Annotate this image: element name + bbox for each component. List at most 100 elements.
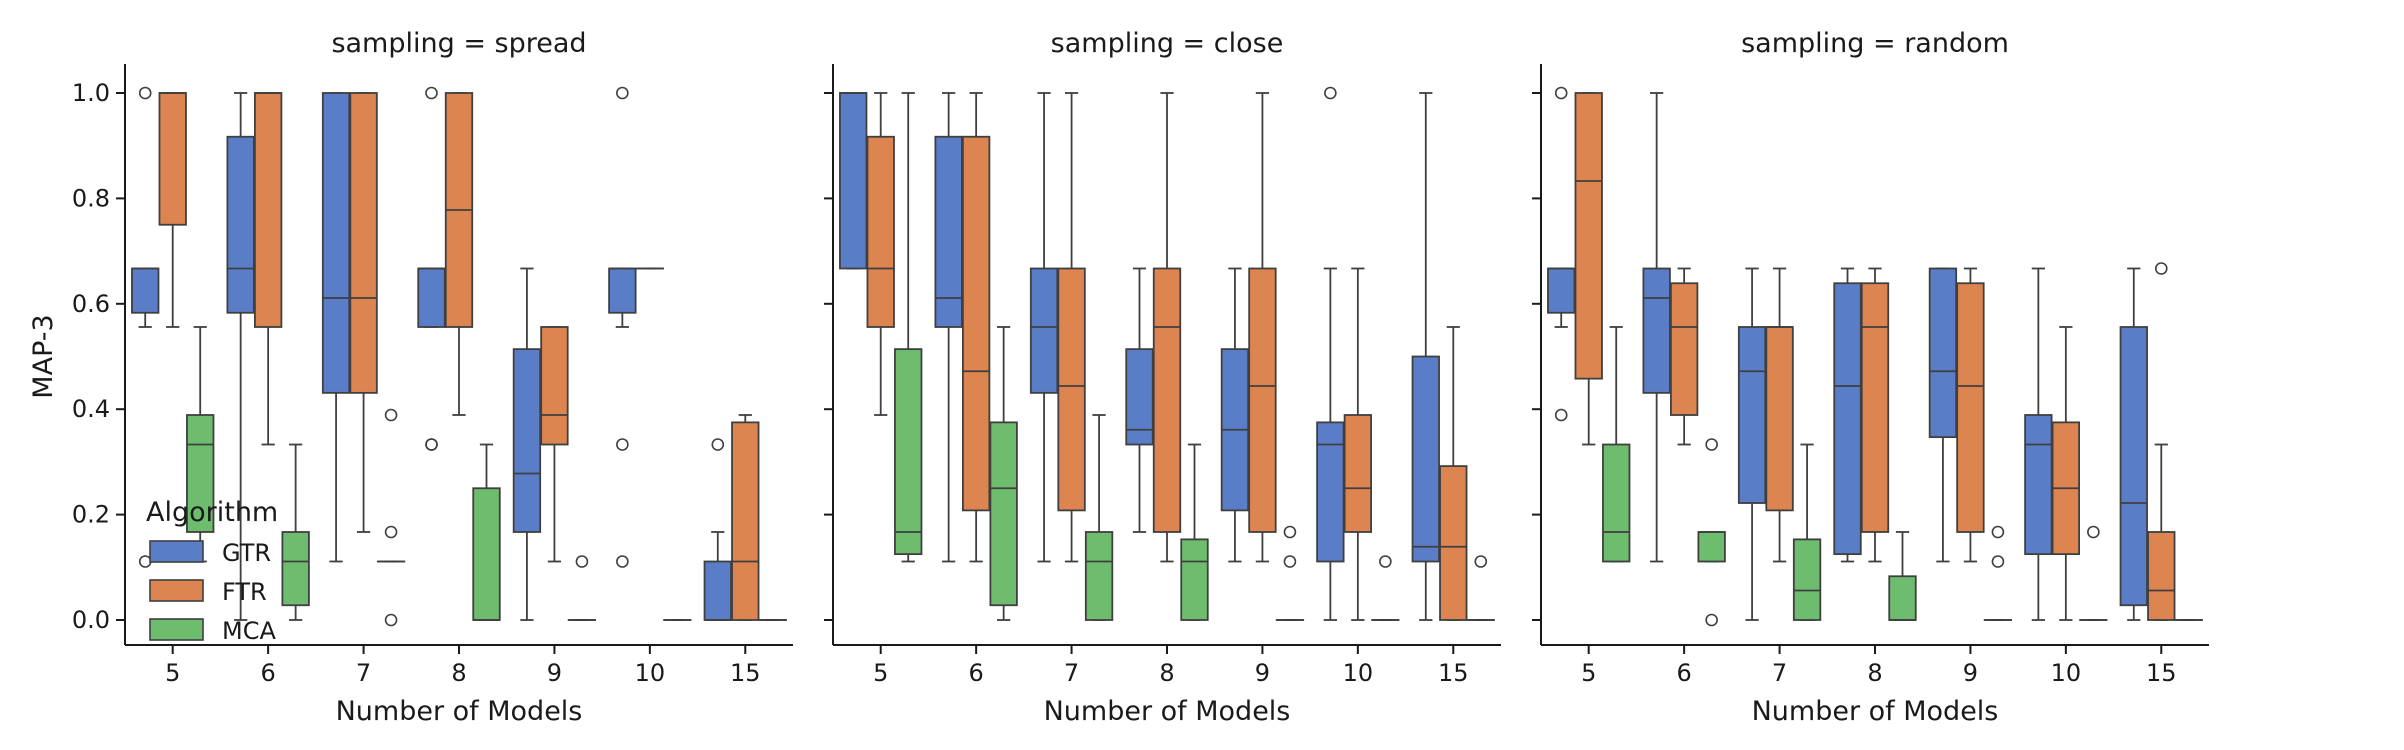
x-tick-label: 6 bbox=[969, 659, 984, 687]
box-gtr bbox=[1642, 267, 1671, 394]
box-group-5 bbox=[839, 92, 923, 563]
outlier-point bbox=[138, 555, 152, 568]
box-group-7 bbox=[1029, 92, 1114, 621]
box-mca bbox=[472, 487, 501, 621]
outlier-point bbox=[425, 86, 438, 100]
box-gtr bbox=[131, 267, 160, 314]
outlier-point bbox=[1324, 86, 1337, 100]
outlier-point bbox=[138, 86, 152, 100]
x-tick-label: 6 bbox=[261, 659, 276, 687]
x-tick-label: 5 bbox=[873, 659, 888, 687]
y-tick-label: 0.0 bbox=[72, 606, 110, 634]
outlier-point bbox=[616, 86, 629, 100]
box-ftr bbox=[1860, 282, 1890, 533]
x-tick-label: 9 bbox=[1255, 659, 1270, 687]
box-gtr bbox=[1928, 267, 1958, 439]
outlier-point bbox=[384, 408, 398, 422]
outlier-point bbox=[1474, 555, 1488, 568]
box-mca bbox=[894, 348, 923, 556]
box-group-9 bbox=[512, 267, 597, 621]
box-ftr bbox=[1439, 465, 1468, 621]
legend: Algorithm GTR FTR MCA bbox=[146, 497, 278, 645]
x-tick-label: 10 bbox=[635, 659, 666, 687]
x-tick-label: 9 bbox=[1963, 659, 1978, 687]
y-tick-label: 0.8 bbox=[72, 184, 110, 212]
outlier-point bbox=[616, 555, 629, 568]
panel-2: sampling = random 5 6 7 8 9 10 15 Number of Mode… bbox=[1532, 28, 2209, 727]
legend-label: MCA bbox=[222, 617, 276, 645]
box-group-5 bbox=[1547, 86, 1631, 563]
box-gtr bbox=[417, 267, 446, 328]
x-tick-label: 10 bbox=[1343, 659, 1374, 687]
x-tick-label: 15 bbox=[1438, 659, 1469, 687]
x-tick-label: 9 bbox=[547, 659, 562, 687]
x-tick-label: 7 bbox=[1772, 659, 1787, 687]
box-group-10 bbox=[608, 86, 692, 621]
box-group-5 bbox=[131, 86, 215, 568]
x-tick-label: 5 bbox=[1581, 659, 1596, 687]
panel-title: sampling = random bbox=[1741, 28, 2009, 59]
outlier-point bbox=[1379, 555, 1392, 568]
box-ftr bbox=[349, 92, 378, 394]
outlier-point bbox=[2154, 262, 2168, 275]
x-axis-label: Number of Models bbox=[1752, 696, 1999, 727]
box-mca bbox=[281, 531, 310, 607]
y-tick-label: 0.2 bbox=[72, 501, 110, 529]
box-ftr bbox=[731, 421, 760, 621]
box-group-8 bbox=[1833, 267, 1917, 621]
x-tick-label: 7 bbox=[356, 659, 371, 687]
box-group-15 bbox=[703, 414, 787, 621]
box-group-9 bbox=[1928, 267, 2013, 621]
box-gtr bbox=[321, 92, 351, 394]
y-tick-label: 0.6 bbox=[72, 290, 110, 318]
panel-title: sampling = close bbox=[1051, 28, 1284, 59]
box-mca bbox=[1697, 531, 1726, 563]
box-group-8 bbox=[417, 86, 501, 621]
panel-0: sampling = spread 0.0 0.2 0.4 0.6 0.8 1.0 5 6 7 8 9… bbox=[72, 28, 793, 727]
box-mca bbox=[989, 421, 1018, 607]
outlier-point bbox=[1991, 525, 2005, 539]
box-group-9 bbox=[1220, 92, 1305, 621]
box-ftr bbox=[1574, 92, 1603, 380]
box-group-8 bbox=[1125, 92, 1209, 621]
outlier-point bbox=[711, 438, 725, 451]
box-ftr bbox=[1057, 267, 1086, 512]
box-mca bbox=[186, 414, 215, 533]
x-tick-label: 8 bbox=[1867, 659, 1882, 687]
outlier-point bbox=[1283, 555, 1297, 568]
outlier-point bbox=[1705, 438, 1718, 451]
box-gtr bbox=[2024, 414, 2053, 556]
x-axis-label: Number of Models bbox=[336, 696, 583, 727]
outlier-point bbox=[575, 555, 589, 568]
box-gtr bbox=[1833, 282, 1862, 556]
box-gtr bbox=[2119, 326, 2148, 607]
panel-title: sampling = spread bbox=[331, 28, 586, 59]
box-ftr bbox=[1669, 282, 1699, 416]
box-group-6 bbox=[1642, 92, 1726, 627]
outlier-point bbox=[1991, 555, 2005, 568]
box-ftr bbox=[866, 135, 895, 328]
outlier-point bbox=[1554, 408, 1568, 422]
box-ftr bbox=[1765, 326, 1794, 512]
box-group-15 bbox=[1411, 92, 1495, 621]
box-ftr bbox=[2147, 531, 2176, 621]
box-ftr bbox=[1152, 267, 1182, 533]
box-gtr bbox=[1125, 348, 1154, 446]
legend-swatch-mca bbox=[149, 618, 204, 641]
outlier-point bbox=[1705, 613, 1718, 627]
x-axis-label: Number of Models bbox=[1044, 696, 1291, 727]
box-gtr bbox=[703, 560, 732, 621]
x-tick-label: 8 bbox=[451, 659, 466, 687]
box-mca bbox=[1792, 538, 1822, 621]
box-group-6 bbox=[934, 92, 1018, 621]
box-gtr bbox=[1547, 267, 1576, 314]
y-tick-label: 0.4 bbox=[72, 395, 110, 423]
box-group-7 bbox=[321, 92, 406, 627]
box-ftr bbox=[540, 326, 569, 446]
box-mca bbox=[1602, 443, 1631, 563]
box-ftr bbox=[253, 92, 283, 328]
legend-swatch-ftr bbox=[149, 579, 204, 602]
box-gtr bbox=[1411, 355, 1440, 563]
outlier-point bbox=[384, 613, 398, 627]
